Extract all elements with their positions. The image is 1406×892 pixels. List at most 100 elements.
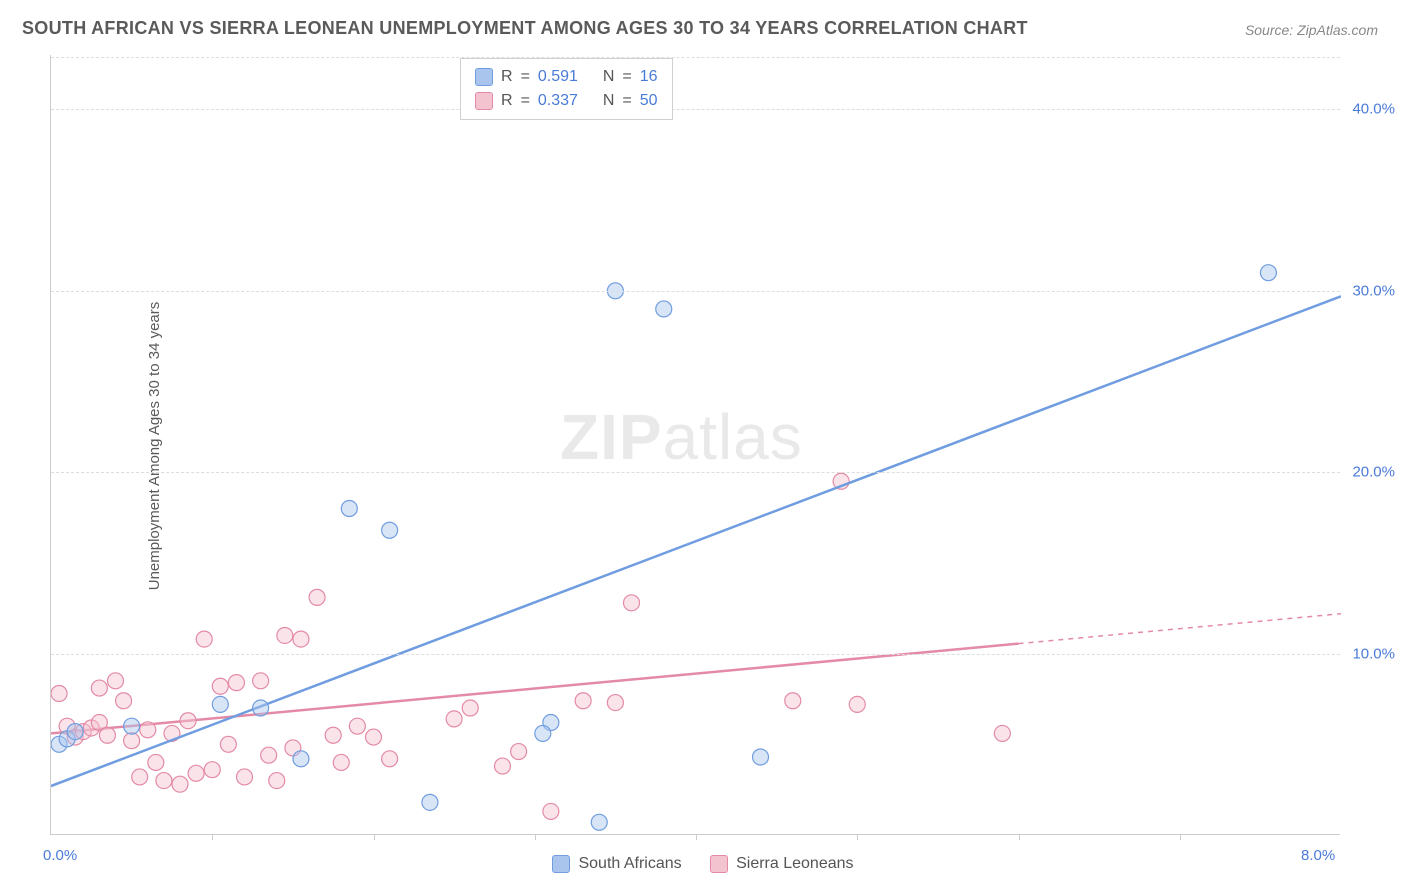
data-point: [148, 754, 164, 770]
swatch-series-a: [475, 68, 493, 86]
r-value-a: 0.591: [538, 65, 578, 89]
data-point: [124, 718, 140, 734]
y-tick-label: 20.0%: [1352, 464, 1395, 481]
chart-svg: [51, 55, 1341, 835]
data-point: [341, 500, 357, 516]
swatch-series-b: [710, 855, 728, 873]
data-point: [212, 696, 228, 712]
y-tick-label: 40.0%: [1352, 101, 1395, 118]
data-point: [366, 729, 382, 745]
data-point: [269, 773, 285, 789]
gridline: [51, 57, 1340, 58]
data-point: [108, 673, 124, 689]
data-point: [591, 814, 607, 830]
data-point: [124, 733, 140, 749]
data-point: [204, 762, 220, 778]
data-point: [237, 769, 253, 785]
x-tick: [857, 834, 858, 840]
x-tick: [374, 834, 375, 840]
r-label: R: [501, 89, 513, 113]
n-label: N: [603, 65, 615, 89]
data-point: [188, 765, 204, 781]
y-tick-label: 30.0%: [1352, 282, 1395, 299]
gridline: [51, 109, 1340, 110]
legend-series: South Africans Sierra Leoneans: [0, 855, 1406, 878]
data-point: [535, 725, 551, 741]
swatch-series-a: [552, 855, 570, 873]
data-point: [172, 776, 188, 792]
data-point: [994, 725, 1010, 741]
data-point: [325, 727, 341, 743]
data-point: [212, 678, 228, 694]
data-point: [422, 794, 438, 810]
y-tick-label: 10.0%: [1352, 645, 1395, 662]
data-point: [462, 700, 478, 716]
data-point: [309, 589, 325, 605]
gridline: [51, 654, 1340, 655]
eq-sign: =: [622, 89, 631, 113]
x-tick: [1019, 834, 1020, 840]
data-point: [293, 751, 309, 767]
data-point: [495, 758, 511, 774]
data-point: [333, 754, 349, 770]
eq-sign: =: [521, 65, 530, 89]
r-value-b: 0.337: [538, 89, 578, 113]
x-tick: [212, 834, 213, 840]
data-point: [575, 693, 591, 709]
data-point: [67, 724, 83, 740]
data-point: [446, 711, 462, 727]
chart-title: SOUTH AFRICAN VS SIERRA LEONEAN UNEMPLOY…: [22, 18, 1028, 39]
legend-label-a: South Africans: [578, 855, 681, 873]
legend-item-b: Sierra Leoneans: [710, 855, 853, 873]
x-tick: [696, 834, 697, 840]
data-point: [253, 673, 269, 689]
legend-label-b: Sierra Leoneans: [736, 855, 853, 873]
data-point: [293, 631, 309, 647]
data-point: [228, 675, 244, 691]
data-point: [753, 749, 769, 765]
data-point: [261, 747, 277, 763]
data-point: [140, 722, 156, 738]
legend-stats-row: R = 0.337 N = 50: [475, 89, 658, 113]
data-point: [656, 301, 672, 317]
x-tick: [535, 834, 536, 840]
data-point: [349, 718, 365, 734]
data-point: [277, 627, 293, 643]
data-point: [785, 693, 801, 709]
r-label: R: [501, 65, 513, 89]
legend-item-a: South Africans: [552, 855, 681, 873]
n-label: N: [603, 89, 615, 113]
legend-stats-row: R = 0.591 N = 16: [475, 65, 658, 89]
data-point: [382, 751, 398, 767]
plot-area: 10.0%20.0%30.0%40.0%0.0%8.0%: [50, 55, 1340, 835]
swatch-series-b: [475, 92, 493, 110]
data-point: [382, 522, 398, 538]
data-point: [116, 693, 132, 709]
eq-sign: =: [622, 65, 631, 89]
data-point: [543, 803, 559, 819]
n-value-a: 16: [640, 65, 658, 89]
n-value-b: 50: [640, 89, 658, 113]
data-point: [607, 695, 623, 711]
data-point: [220, 736, 236, 752]
data-point: [849, 696, 865, 712]
data-point: [51, 686, 67, 702]
gridline: [51, 472, 1340, 473]
data-point: [91, 680, 107, 696]
gridline: [51, 291, 1340, 292]
data-point: [132, 769, 148, 785]
source-attribution: Source: ZipAtlas.com: [1245, 22, 1378, 38]
data-point: [196, 631, 212, 647]
x-tick: [1180, 834, 1181, 840]
data-point: [624, 595, 640, 611]
data-point: [99, 727, 115, 743]
trend-line-dashed: [1019, 614, 1342, 644]
legend-stats: R = 0.591 N = 16 R = 0.337 N = 50: [460, 58, 673, 120]
trend-line: [51, 296, 1341, 786]
eq-sign: =: [521, 89, 530, 113]
data-point: [156, 773, 172, 789]
data-point: [253, 700, 269, 716]
data-point: [511, 744, 527, 760]
data-point: [180, 713, 196, 729]
data-point: [1260, 265, 1276, 281]
